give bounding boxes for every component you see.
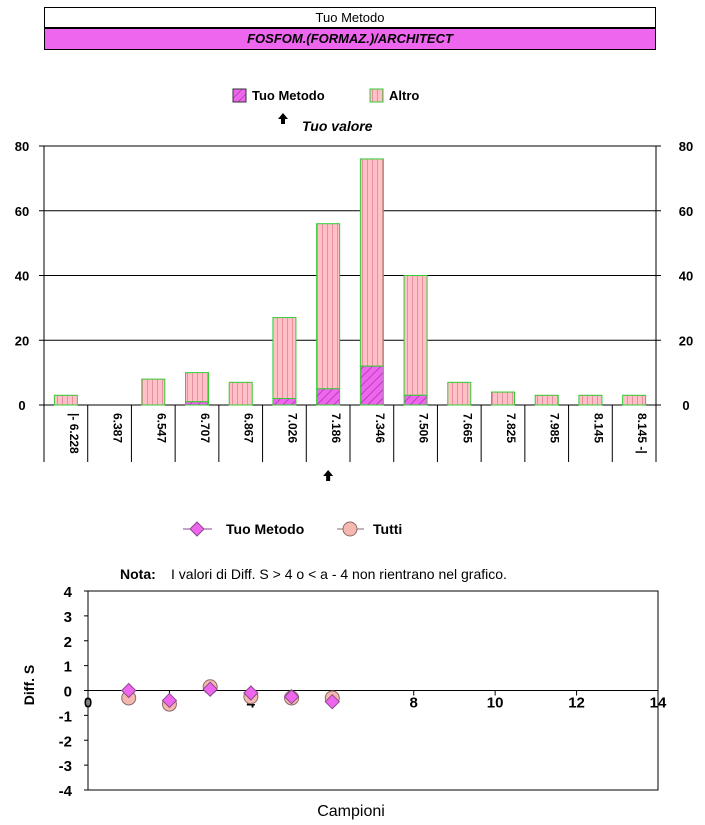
bar-ytick-label-left: 0 [18, 398, 25, 413]
header-title: Tuo Metodo [44, 7, 656, 28]
legend-arrow-up-icon [278, 113, 288, 124]
legend-swatch-altro [369, 88, 384, 103]
bar-ytick-label-left: 40 [15, 269, 29, 284]
bar-category-label: 7.665 [460, 413, 474, 443]
legend-label-tuo-valore: Tuo valore [302, 118, 373, 134]
point-tuo-metodo [202, 681, 218, 697]
scatter-ytick-label: -4 [59, 783, 73, 800]
bar-ytick-label-right: 60 [679, 204, 693, 219]
scatter-xtick-label: 10 [487, 695, 504, 712]
point-tuo-metodo [161, 692, 178, 709]
bar-category-label: 6.547 [154, 413, 168, 443]
legend-label-tuo-metodo: Tuo Metodo [252, 88, 325, 103]
bar-category-label: 7.825 [504, 413, 518, 443]
bar-tuo-metodo [359, 365, 384, 406]
bar-ytick-label-right: 0 [682, 398, 689, 413]
scatter-ylabel: Diff. S [21, 665, 37, 705]
bar-category-label: 7.346 [373, 413, 387, 443]
bar-category-label: |- 6.228 [67, 413, 81, 454]
bar-ytick-label-left: 80 [15, 139, 29, 154]
legend-swatch-tuo-metodo [232, 88, 247, 103]
point-tuo-metodo [324, 693, 340, 710]
point-tuo-metodo [283, 689, 300, 705]
bar-category-label: 6.707 [198, 413, 212, 443]
bar-category-label: 7.506 [417, 413, 431, 443]
bar-altro [403, 275, 428, 396]
header-subtitle: FOSFOM.(FORMAZ.)/ARCHITECT [44, 28, 656, 50]
bar-category-label: 7.985 [548, 413, 562, 443]
bar-ytick-label-right: 20 [679, 333, 693, 348]
bar-altro [622, 394, 647, 406]
scatter-chart: Tuo Metodo Tutti Nota: I valori di Diff. S … [21, 521, 667, 820]
legend-diamond-icon [189, 521, 205, 537]
scatter-ytick-label: 3 [64, 609, 72, 626]
bar-chart: Tuo Metodo Altro Tuo valore 0 0 20 20 40 40 60 60 8… [15, 88, 693, 481]
legend-label-tutti: Tutti [373, 521, 402, 537]
bar-altro [185, 372, 209, 403]
bar-category-label: 8.145 [591, 413, 605, 443]
bar-category-label: 6.867 [242, 413, 256, 443]
scatter-ytick-label: -3 [59, 758, 72, 775]
scatter-legend: Tuo Metodo Tutti [183, 521, 402, 537]
bar-ytick-label-left: 20 [15, 333, 29, 348]
note-text: I valori di Diff. S > 4 o < a - 4 non ri… [171, 566, 507, 582]
bar-tuo-metodo [272, 398, 297, 406]
scatter-xlabel: Campioni [317, 803, 385, 820]
scatter-ytick-label: 4 [64, 584, 73, 601]
bar-altro [578, 394, 603, 406]
bar-altro [228, 381, 253, 406]
point-tuo-metodo [121, 682, 137, 699]
scatter-ytick-label: -2 [59, 733, 72, 750]
value-marker-arrow-icon [323, 470, 334, 481]
bar-legend: Tuo Metodo Altro Tuo valore [232, 88, 419, 134]
bar-altro [316, 223, 341, 390]
bar-category-label: 7.026 [285, 413, 299, 443]
bar-altro [53, 394, 78, 406]
legend-label-tuo-metodo: Tuo Metodo [226, 521, 304, 537]
scatter-ytick-label: -1 [59, 708, 72, 725]
bar-altro [359, 158, 384, 367]
legend-label-altro: Altro [389, 88, 419, 103]
bar-altro [141, 378, 166, 406]
scatter-xtick-label: 0 [84, 695, 92, 712]
bar-altro [447, 381, 472, 406]
bar-tuo-metodo [403, 394, 428, 406]
bar-category-label: 8.145 -| [635, 413, 649, 454]
bar-tuo-metodo [185, 401, 209, 406]
point-tuo-metodo [243, 685, 259, 701]
bar-altro [272, 317, 297, 400]
bar-ytick-label-right: 40 [679, 269, 693, 284]
bar-ytick-label-left: 60 [15, 204, 29, 219]
legend-circle-icon [342, 521, 358, 537]
bar-category-label: 7.186 [329, 413, 343, 443]
bar-tuo-metodo [316, 388, 341, 406]
bar-ytick-label-right: 80 [679, 139, 693, 154]
bar-altro [491, 391, 515, 406]
scatter-ytick-label: 0 [64, 684, 72, 701]
note-label: Nota: [120, 566, 156, 582]
bar-category-label: 6.387 [111, 413, 125, 443]
scatter-xtick-label: 12 [568, 695, 585, 712]
scatter-ytick-label: 2 [64, 634, 72, 651]
bar-altro [534, 394, 559, 406]
scatter-xtick-label: 14 [650, 695, 667, 712]
scatter-xtick-label: 8 [410, 695, 418, 712]
scatter-ytick-label: 1 [64, 659, 72, 676]
